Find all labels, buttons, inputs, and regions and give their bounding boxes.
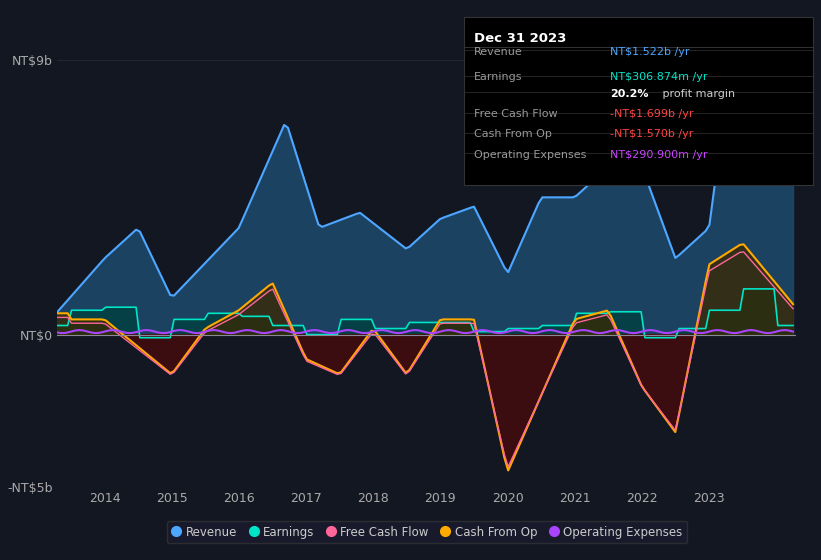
Text: Earnings: Earnings — [475, 72, 523, 82]
Text: NT$1.522b /yr: NT$1.522b /yr — [610, 47, 690, 57]
Text: NT$306.874m /yr: NT$306.874m /yr — [610, 72, 708, 82]
Legend: Revenue, Earnings, Free Cash Flow, Cash From Op, Operating Expenses: Revenue, Earnings, Free Cash Flow, Cash … — [167, 521, 687, 543]
Text: profit margin: profit margin — [659, 89, 736, 99]
Text: -NT$1.699b /yr: -NT$1.699b /yr — [610, 109, 694, 119]
Text: Cash From Op: Cash From Op — [475, 129, 553, 139]
Text: 20.2%: 20.2% — [610, 89, 649, 99]
Text: -NT$1.570b /yr: -NT$1.570b /yr — [610, 129, 694, 139]
Text: Revenue: Revenue — [475, 47, 523, 57]
Text: Dec 31 2023: Dec 31 2023 — [475, 32, 566, 45]
Text: Free Cash Flow: Free Cash Flow — [475, 109, 558, 119]
Text: Operating Expenses: Operating Expenses — [475, 150, 587, 160]
Text: NT$290.900m /yr: NT$290.900m /yr — [610, 150, 708, 160]
